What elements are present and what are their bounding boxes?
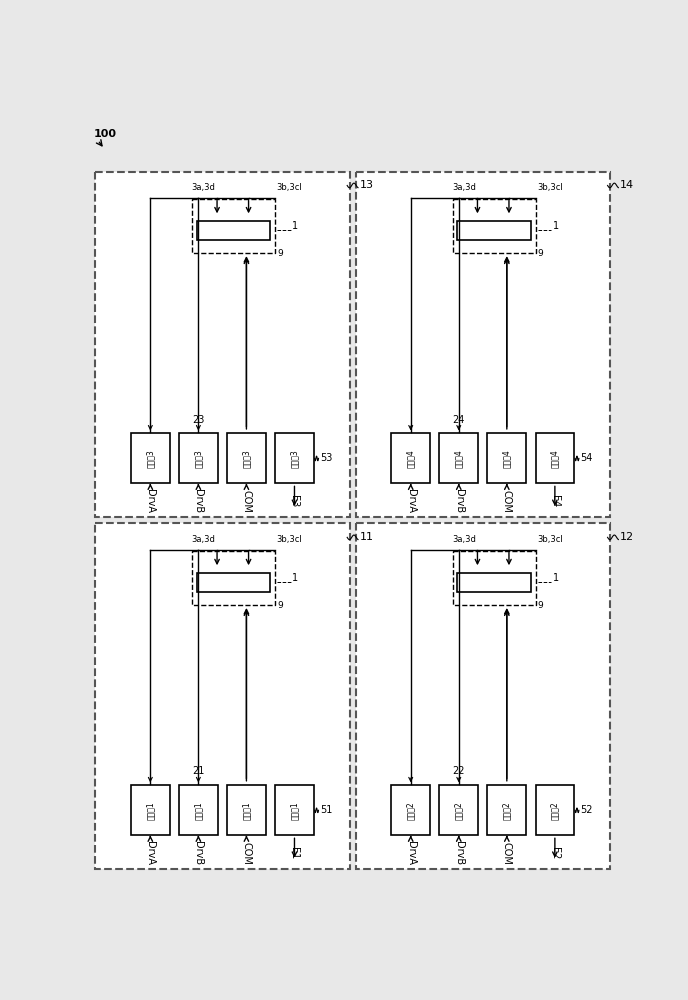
Text: 52: 52 xyxy=(581,805,593,815)
Text: 3a,3d: 3a,3d xyxy=(192,535,215,544)
Text: 3b,3cl: 3b,3cl xyxy=(537,535,563,544)
Bar xyxy=(356,172,610,517)
Text: 3a,3d: 3a,3d xyxy=(452,535,476,544)
Text: 继电刨3: 继电刨3 xyxy=(242,449,251,468)
Text: 11: 11 xyxy=(360,532,374,542)
Text: 23: 23 xyxy=(192,415,204,425)
Bar xyxy=(179,433,217,483)
Bar xyxy=(458,573,531,592)
Text: DrvA: DrvA xyxy=(406,841,416,865)
Text: 1: 1 xyxy=(292,221,299,231)
Text: 继电刨2: 继电刨2 xyxy=(454,801,463,820)
Text: 编码刨2: 编码刨2 xyxy=(550,801,559,820)
Text: 12: 12 xyxy=(620,532,634,542)
Bar xyxy=(391,433,430,483)
Text: 继电刨4: 继电刨4 xyxy=(454,449,463,468)
Bar xyxy=(535,785,574,835)
Text: 继电刨2: 继电刨2 xyxy=(406,801,416,820)
Bar xyxy=(192,551,275,605)
Text: 3b,3cl: 3b,3cl xyxy=(537,183,563,192)
Text: COM: COM xyxy=(241,490,251,513)
Text: 100: 100 xyxy=(94,129,117,139)
Text: DrvA: DrvA xyxy=(145,489,155,513)
Text: 编码刨3: 编码刨3 xyxy=(290,449,299,468)
Bar xyxy=(440,433,478,483)
Text: 9: 9 xyxy=(538,249,544,258)
Text: 21: 21 xyxy=(192,766,204,776)
Bar xyxy=(96,172,350,517)
Text: DrvB: DrvB xyxy=(454,489,464,513)
Text: 继电刨3: 继电刨3 xyxy=(194,449,203,468)
Text: COM: COM xyxy=(241,842,251,864)
Text: 继电刨2: 继电刨2 xyxy=(502,801,511,820)
Bar xyxy=(131,433,170,483)
Text: E1: E1 xyxy=(290,847,299,859)
Text: 13: 13 xyxy=(360,180,374,190)
Text: 3a,3d: 3a,3d xyxy=(192,183,215,192)
Bar xyxy=(453,551,535,605)
Text: COM: COM xyxy=(502,490,512,513)
Text: 继电刨1: 继电刨1 xyxy=(194,801,203,820)
Text: 24: 24 xyxy=(453,415,465,425)
Text: 9: 9 xyxy=(277,601,283,610)
Text: 编码刨1: 编码刨1 xyxy=(290,801,299,820)
Text: COM: COM xyxy=(502,842,512,864)
Bar xyxy=(356,523,610,869)
Bar xyxy=(192,199,275,253)
Bar xyxy=(440,785,478,835)
Text: 51: 51 xyxy=(320,805,332,815)
Text: 继电刨4: 继电刨4 xyxy=(406,449,416,468)
Text: 编码刨4: 编码刨4 xyxy=(550,449,559,468)
Text: 3a,3d: 3a,3d xyxy=(452,183,476,192)
Bar xyxy=(131,785,170,835)
Text: 1: 1 xyxy=(552,221,559,231)
Text: 53: 53 xyxy=(320,453,332,463)
Text: DrvA: DrvA xyxy=(406,489,416,513)
Text: 继电刨1: 继电刨1 xyxy=(242,801,251,820)
Bar xyxy=(179,785,217,835)
Text: 1: 1 xyxy=(292,573,299,583)
Text: 9: 9 xyxy=(538,601,544,610)
Bar xyxy=(458,221,531,240)
Bar xyxy=(453,199,535,253)
Text: 1: 1 xyxy=(552,573,559,583)
Text: DrvB: DrvB xyxy=(193,489,204,513)
Text: 继电刨3: 继电刨3 xyxy=(146,449,155,468)
Bar xyxy=(275,433,314,483)
Text: E4: E4 xyxy=(550,495,560,507)
Bar xyxy=(227,433,266,483)
Text: 3b,3cl: 3b,3cl xyxy=(277,183,303,192)
Bar xyxy=(197,221,270,240)
Bar xyxy=(227,785,266,835)
Bar xyxy=(488,785,526,835)
Text: 9: 9 xyxy=(277,249,283,258)
Text: 14: 14 xyxy=(620,180,634,190)
Bar xyxy=(197,573,270,592)
Text: DrvB: DrvB xyxy=(193,841,204,865)
Text: DrvB: DrvB xyxy=(454,841,464,865)
Text: E3: E3 xyxy=(290,495,299,507)
Text: DrvA: DrvA xyxy=(145,841,155,865)
Bar xyxy=(275,785,314,835)
Text: 继电刨4: 继电刨4 xyxy=(502,449,511,468)
Text: E2: E2 xyxy=(550,847,560,859)
Bar xyxy=(488,433,526,483)
Text: 继电刨1: 继电刨1 xyxy=(146,801,155,820)
Text: 54: 54 xyxy=(581,453,593,463)
Bar xyxy=(535,433,574,483)
Bar xyxy=(96,523,350,869)
Bar xyxy=(391,785,430,835)
Text: 22: 22 xyxy=(453,766,465,776)
Text: 3b,3cl: 3b,3cl xyxy=(277,535,303,544)
